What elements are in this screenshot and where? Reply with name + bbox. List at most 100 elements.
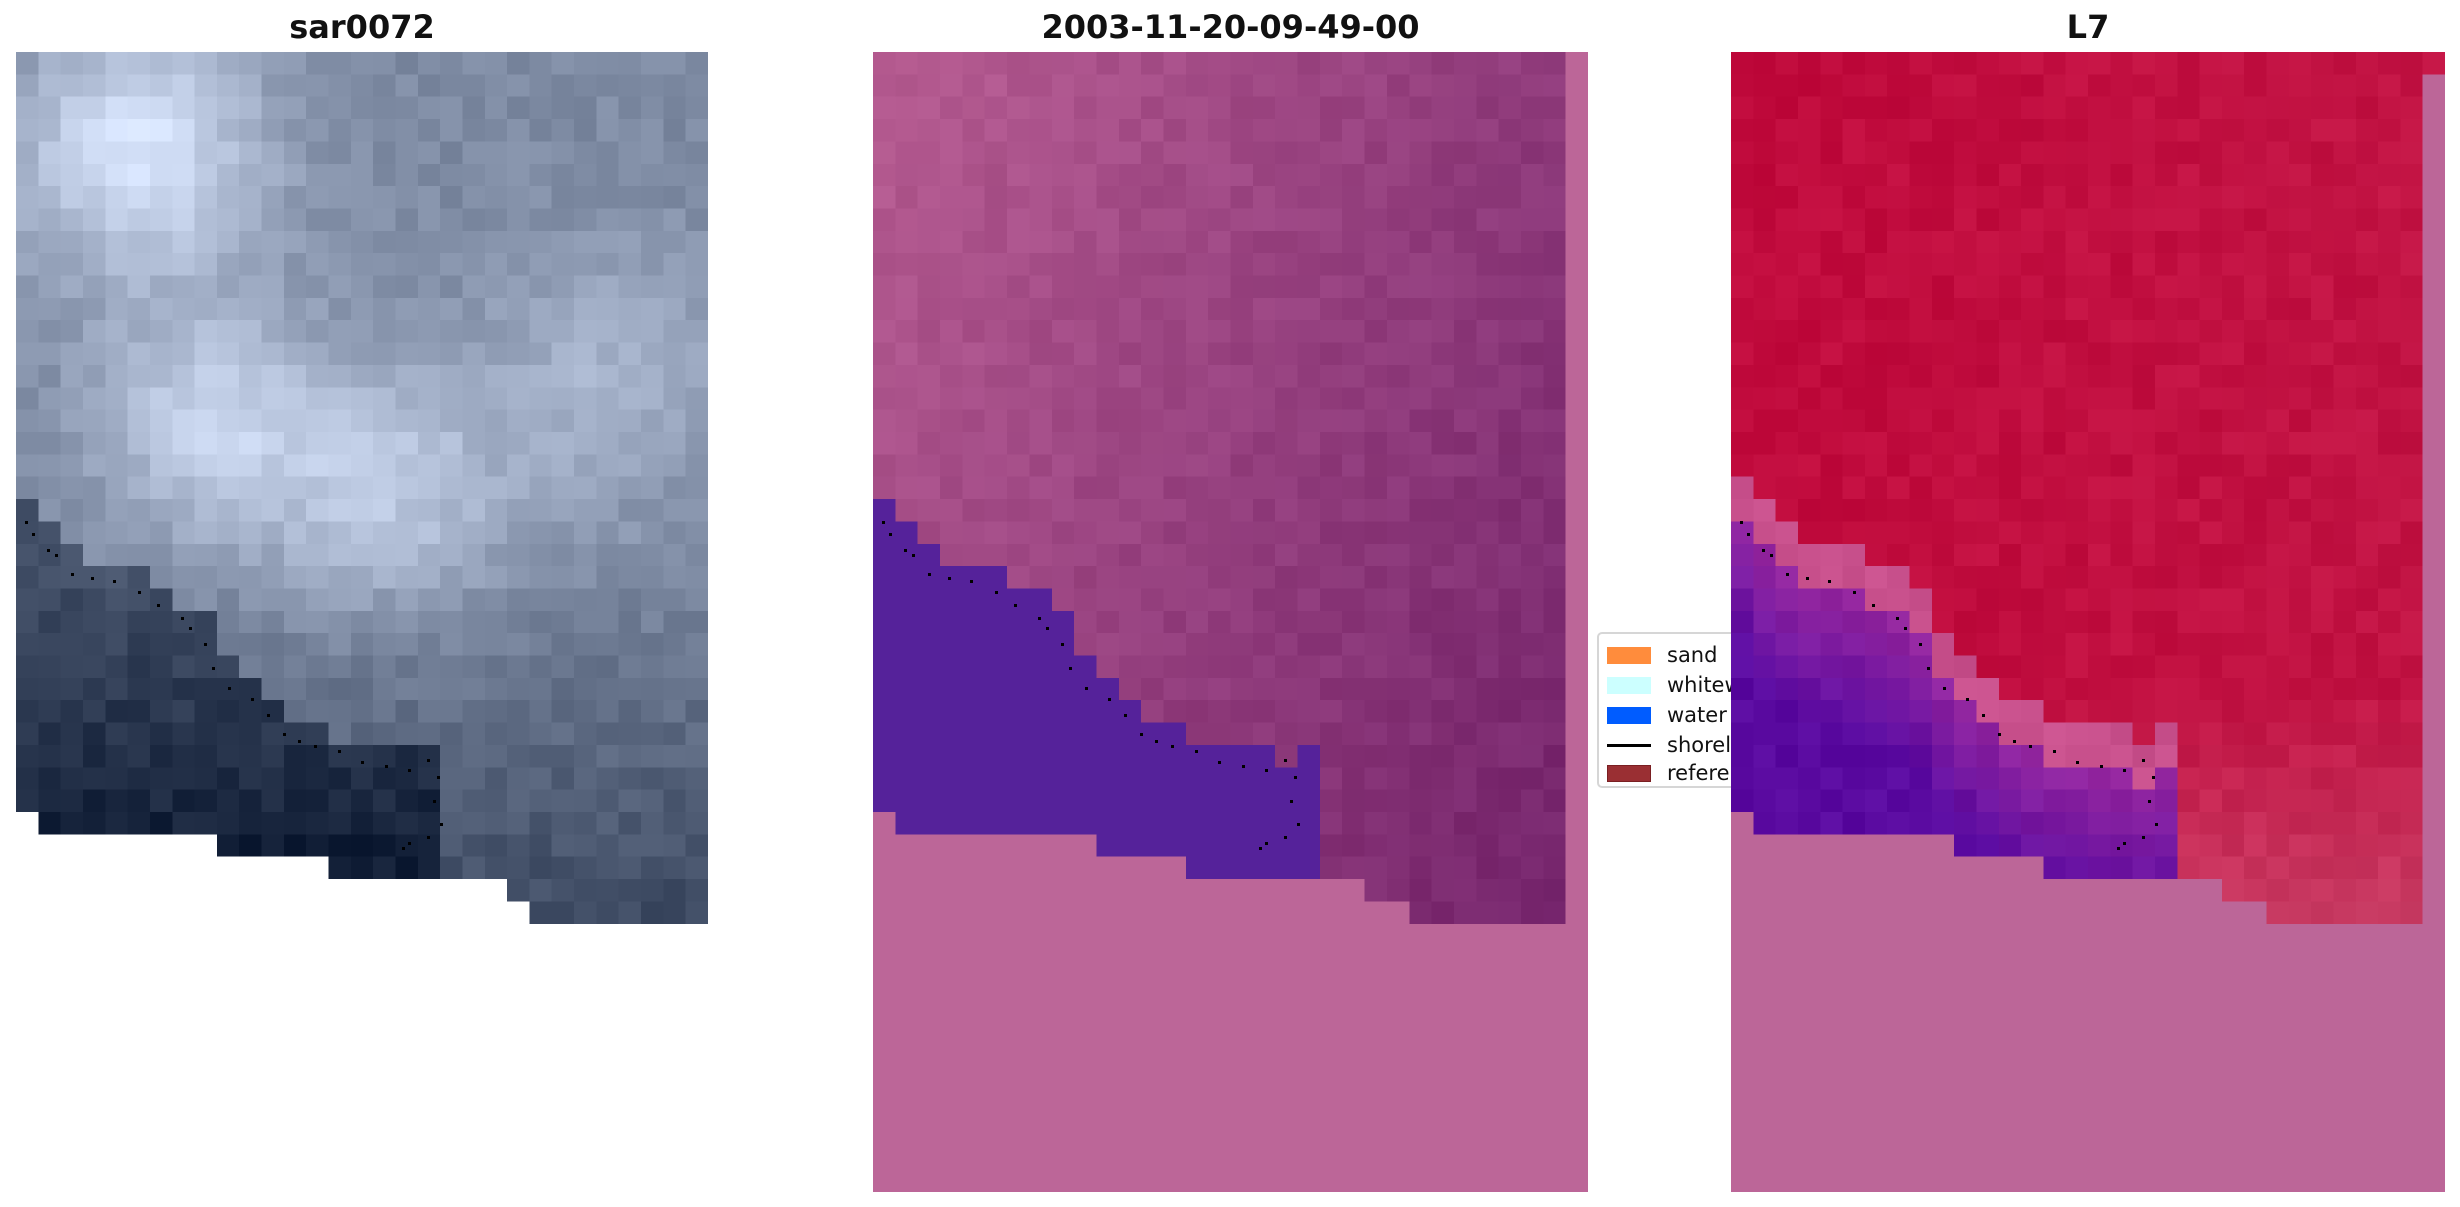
shoreline-point bbox=[1218, 760, 1222, 764]
shoreline-point bbox=[1853, 591, 1857, 595]
shoreline-point bbox=[1155, 740, 1159, 744]
shoreline-point bbox=[2117, 847, 2120, 851]
shoreline-point bbox=[427, 836, 431, 840]
shoreline-point bbox=[1290, 799, 1294, 803]
shoreline-point bbox=[888, 533, 892, 537]
panel-title-2: 2003-11-20-09-49-00 bbox=[1041, 8, 1420, 46]
shoreline-point bbox=[1296, 823, 1300, 827]
shoreline-point bbox=[2013, 740, 2017, 744]
shoreline-point bbox=[1265, 768, 1269, 772]
panel-title-3: L7 bbox=[2066, 8, 2110, 46]
shoreline-point bbox=[2148, 799, 2152, 803]
whitewater-swatch bbox=[1607, 676, 1651, 694]
shoreline-point bbox=[433, 799, 437, 803]
shoreline-point bbox=[314, 745, 318, 749]
shoreline-point bbox=[408, 842, 412, 846]
shoreline-point bbox=[904, 549, 908, 553]
legend-label: water bbox=[1667, 703, 1727, 727]
shoreline-point bbox=[948, 577, 952, 581]
shoreline-point bbox=[1982, 713, 1986, 717]
shoreline-point bbox=[2142, 836, 2146, 840]
shoreline-point bbox=[298, 740, 302, 744]
shoreline-point bbox=[1966, 698, 1970, 702]
shoreline-point bbox=[2099, 765, 2103, 769]
shoreline-point bbox=[55, 553, 59, 557]
shoreline-point bbox=[25, 520, 29, 524]
shoreline-point bbox=[1919, 643, 1923, 647]
shoreline-point bbox=[1259, 847, 1262, 851]
shoreline-point bbox=[1037, 616, 1041, 620]
shoreline-point bbox=[436, 776, 440, 780]
shoreline-line-swatch bbox=[1607, 743, 1651, 747]
shoreline-point bbox=[970, 580, 974, 584]
shoreline-point bbox=[251, 698, 255, 702]
panel-title-1: sar0072 bbox=[289, 8, 435, 46]
shoreline-point bbox=[1045, 627, 1049, 631]
shoreline-point bbox=[70, 572, 74, 576]
shoreline-point bbox=[1014, 603, 1018, 607]
shoreline-point bbox=[2151, 776, 2155, 780]
shoreline-point bbox=[1806, 577, 1810, 581]
shoreline-point bbox=[1293, 776, 1297, 780]
shoreline-point bbox=[384, 765, 388, 769]
shoreline-point bbox=[1997, 732, 2001, 736]
shoreline-point bbox=[408, 768, 412, 772]
shoreline-point bbox=[1194, 749, 1198, 753]
shoreline-point bbox=[31, 533, 35, 537]
shoreline-point bbox=[1171, 745, 1175, 749]
shoreline-point bbox=[282, 732, 286, 736]
shoreline-point bbox=[1903, 627, 1907, 631]
shoreline-point bbox=[267, 713, 271, 717]
shoreline-point bbox=[1770, 553, 1774, 557]
shoreline-point bbox=[1895, 616, 1899, 620]
shoreline-point bbox=[912, 553, 916, 557]
shoreline-point bbox=[1108, 698, 1112, 702]
shoreline-point bbox=[1785, 572, 1789, 576]
shoreline-point bbox=[361, 760, 365, 764]
shoreline-point bbox=[212, 666, 216, 670]
shoreline-point bbox=[47, 549, 51, 553]
legend-label: sand bbox=[1667, 643, 1718, 667]
l7-image-panel bbox=[1731, 52, 2445, 1192]
legend-item-water: water bbox=[1607, 700, 1727, 730]
shoreline-point bbox=[1139, 732, 1143, 736]
shoreline-point bbox=[1069, 666, 1073, 670]
shoreline-point bbox=[188, 627, 192, 631]
shoreline-point bbox=[157, 603, 161, 607]
shoreline-point bbox=[427, 759, 431, 763]
shoreline-point bbox=[1927, 666, 1931, 670]
shoreline-point bbox=[995, 591, 999, 595]
legend-item-sand: sand bbox=[1607, 640, 1717, 670]
sar-image-panel bbox=[16, 52, 708, 1192]
water-swatch bbox=[1607, 706, 1651, 724]
shoreline-point bbox=[1762, 549, 1766, 553]
shoreline-point bbox=[138, 591, 142, 595]
classified-image-panel bbox=[873, 52, 1588, 1192]
shoreline-point bbox=[2154, 823, 2158, 827]
shoreline-point bbox=[1828, 580, 1832, 584]
shoreline-point bbox=[1284, 836, 1288, 840]
shoreline-point bbox=[1061, 643, 1065, 647]
shoreline-point bbox=[402, 847, 405, 851]
shoreline-point bbox=[1084, 687, 1088, 691]
shoreline-point bbox=[882, 520, 886, 524]
shoreline-point bbox=[337, 749, 341, 753]
shoreline-point bbox=[113, 580, 117, 584]
reference-swatch bbox=[1607, 764, 1651, 782]
shoreline-point bbox=[1942, 687, 1946, 691]
shoreline-point bbox=[2076, 760, 2080, 764]
shoreline-point bbox=[1265, 842, 1269, 846]
shoreline-point bbox=[1872, 603, 1876, 607]
shoreline-point bbox=[1241, 765, 1245, 769]
shoreline-point bbox=[180, 616, 184, 620]
shoreline-point bbox=[204, 643, 208, 647]
sand-swatch bbox=[1607, 646, 1651, 664]
shoreline-point bbox=[91, 577, 95, 581]
shoreline-point bbox=[1284, 759, 1288, 763]
shoreline-point bbox=[1740, 520, 1744, 524]
shoreline-point bbox=[1124, 713, 1128, 717]
shoreline-point bbox=[439, 823, 443, 827]
shoreline-point bbox=[2029, 745, 2033, 749]
shoreline-point bbox=[2142, 759, 2146, 763]
shoreline-point bbox=[227, 687, 231, 691]
